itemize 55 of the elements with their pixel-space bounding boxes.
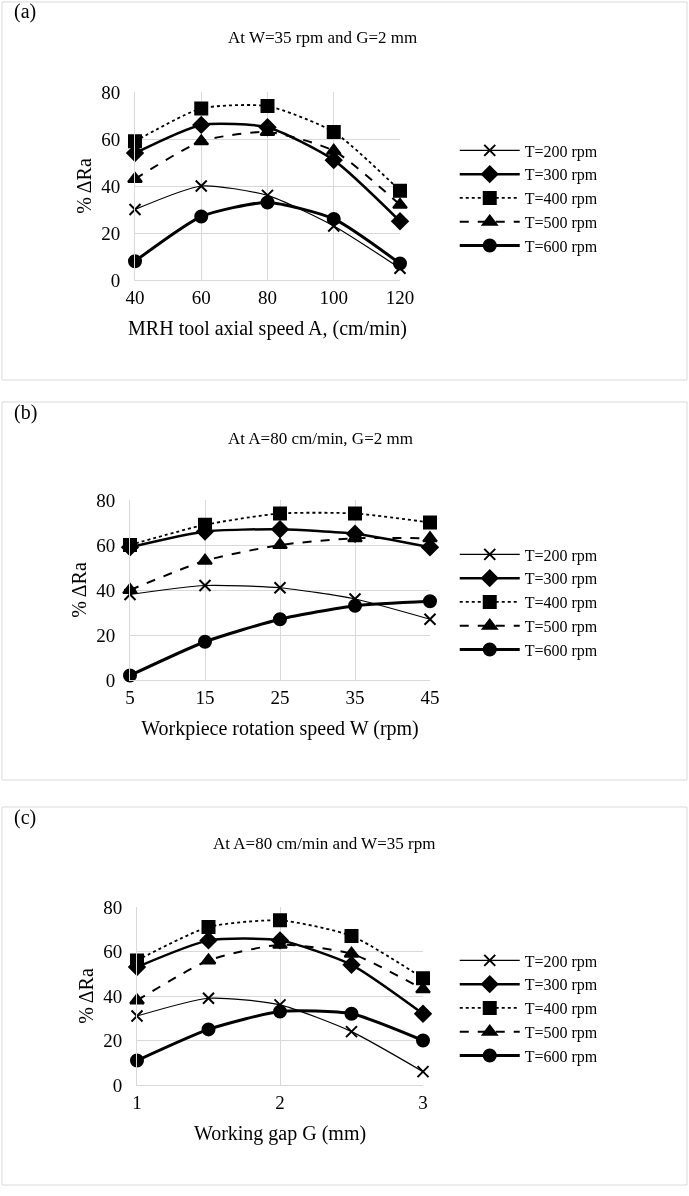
- text: (c): [14, 806, 37, 829]
- x-tick-label: 60: [191, 286, 211, 308]
- legend-label: T=200 rpm: [524, 546, 598, 565]
- x-axis-title: Workpiece rotation speed W (rpm): [141, 717, 419, 741]
- legend-label: T=600 rpm: [524, 237, 598, 256]
- x-tick-label: 15: [195, 686, 215, 708]
- text: (b): [14, 401, 38, 424]
- y-tick-label: 60: [96, 534, 116, 556]
- y-tick-label: 80: [96, 489, 116, 511]
- y-tick-label: 60: [103, 941, 123, 963]
- y-axis-title: % ΔRa: [74, 968, 97, 1024]
- y-tick-label: 0: [105, 669, 116, 691]
- legend-label: T=400 rpm: [524, 594, 598, 613]
- x-tick-label: 35: [345, 686, 365, 708]
- y-tick-label: 60: [101, 128, 121, 150]
- legend-label: T=300 rpm: [524, 166, 598, 185]
- x-tick-label: 40: [125, 286, 145, 308]
- legend-label: T=600 rpm: [524, 1047, 598, 1066]
- chart-title: At W=35 rpm and G=2 mm: [228, 28, 418, 47]
- x-axis-title: MRH tool axial speed A, (cm/min): [128, 317, 407, 341]
- legend-label: T=500 rpm: [524, 1024, 598, 1042]
- legend-label: T=400 rpm: [524, 1000, 598, 1019]
- legend-label: T=200 rpm: [524, 952, 598, 971]
- x-tick-label: 3: [418, 1091, 428, 1113]
- chart-title: At A=80 cm/min, G=2 mm: [228, 429, 413, 448]
- x-tick-label: 5: [125, 686, 135, 708]
- legend-label: T=600 rpm: [524, 641, 598, 660]
- x-tick-label: 45: [420, 686, 440, 708]
- y-tick-label: 20: [96, 624, 116, 646]
- legend-label: T=300 rpm: [524, 570, 598, 589]
- y-tick-label: 20: [103, 1030, 123, 1052]
- legend-label: T=500 rpm: [524, 214, 598, 232]
- legend-label: T=500 rpm: [524, 618, 598, 636]
- legend-label: T=200 rpm: [524, 142, 598, 161]
- chart-title: At A=80 cm/min and W=35 rpm: [213, 834, 436, 853]
- y-tick-label: 0: [112, 1074, 123, 1096]
- x-axis-title: Working gap G (mm): [193, 1122, 367, 1146]
- legend-label: T=400 rpm: [524, 190, 598, 209]
- x-tick-label: 1: [132, 1091, 142, 1113]
- text: (a): [14, 0, 37, 23]
- y-tick-label: 40: [103, 985, 123, 1007]
- x-tick-label: 120: [385, 286, 415, 308]
- y-tick-label: 0: [110, 269, 121, 291]
- y-tick-label: 20: [101, 222, 121, 244]
- x-tick-label: 100: [319, 286, 348, 308]
- y-tick-label: 80: [103, 896, 123, 918]
- y-tick-label: 40: [101, 175, 121, 197]
- y-axis-title: % ΔRa: [67, 562, 90, 618]
- y-axis-title: % ΔRa: [72, 158, 95, 214]
- y-tick-label: 80: [101, 81, 121, 103]
- x-tick-label: 80: [258, 286, 277, 308]
- x-tick-label: 25: [270, 686, 290, 708]
- y-tick-label: 40: [96, 579, 116, 601]
- legend-label: T=300 rpm: [524, 976, 598, 995]
- x-tick-label: 2: [275, 1091, 285, 1113]
